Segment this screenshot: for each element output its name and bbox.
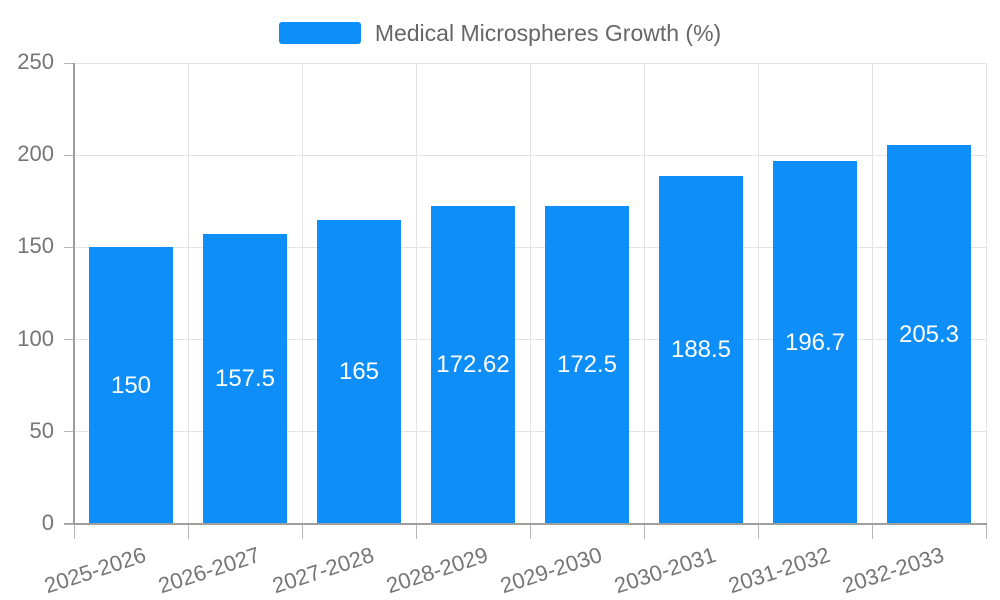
gridline-v: [643, 63, 645, 524]
gridline-v: [415, 63, 417, 524]
x-axis-tick: [187, 525, 189, 539]
x-axis-tick: [985, 525, 987, 539]
y-tick-label: 250: [17, 49, 54, 74]
bar-value-label: 188.5: [670, 336, 732, 364]
gridline-v: [187, 63, 189, 524]
x-axis-tick: [415, 525, 417, 539]
bar-value-label: 150: [110, 371, 152, 399]
bar-value-label: 172.5: [556, 350, 618, 378]
x-tick-label: 2025-2026: [40, 542, 149, 599]
y-axis-tick: [64, 62, 73, 64]
x-axis-tick: [529, 525, 531, 539]
x-axis-tick: [301, 525, 303, 539]
x-axis-tick: [757, 525, 759, 539]
y-axis-line: [73, 63, 75, 524]
x-tick-label: 2032-2033: [838, 542, 947, 599]
x-axis-tick: [73, 525, 75, 539]
legend-label: Medical Microspheres Growth (%): [374, 20, 722, 46]
x-axis-tick: [871, 525, 873, 539]
bar[interactable]: [431, 205, 515, 524]
y-tick-label: 0: [41, 510, 54, 535]
x-axis-line: [64, 523, 987, 525]
gridline-v: [757, 63, 759, 524]
x-tick-label: 2026-2027: [154, 542, 263, 599]
bar-value-label: 172.62: [436, 350, 510, 378]
y-axis-tick: [64, 431, 73, 433]
bar[interactable]: [317, 219, 401, 524]
legend-swatch: [278, 22, 361, 44]
y-tick-label: 50: [29, 417, 54, 443]
gridline-v: [301, 63, 303, 524]
x-tick-label: 2028-2029: [382, 542, 491, 599]
y-axis-tick: [64, 523, 73, 525]
y-tick-label: 150: [17, 233, 54, 259]
y-axis-tick: [64, 339, 73, 341]
legend[interactable]: Medical Microspheres Growth (%): [0, 18, 1000, 48]
gridline-v: [985, 63, 987, 524]
bar[interactable]: [89, 247, 173, 524]
x-tick-label: 2027-2028: [268, 542, 377, 599]
x-tick-label: 2029-2030: [496, 542, 605, 599]
bar-value-label: 196.7: [784, 328, 846, 356]
bar-value-label: 165: [338, 357, 380, 385]
y-axis-tick: [64, 154, 73, 156]
bar[interactable]: [887, 145, 971, 524]
x-tick-label: 2030-2031: [610, 542, 719, 599]
bar[interactable]: [203, 233, 287, 524]
gridline-v: [871, 63, 873, 524]
bar[interactable]: [545, 205, 629, 524]
bar[interactable]: [773, 161, 857, 524]
x-tick-label: 2031-2032: [724, 542, 833, 599]
y-axis-tick: [64, 246, 73, 248]
y-tick-label: 200: [17, 141, 54, 167]
gridline-v: [529, 63, 531, 524]
x-axis-tick: [643, 525, 645, 539]
bar-value-label: 157.5: [214, 364, 276, 392]
bar[interactable]: [659, 176, 743, 524]
bar-value-label: 205.3: [898, 320, 960, 348]
y-tick-label: 100: [17, 325, 54, 351]
